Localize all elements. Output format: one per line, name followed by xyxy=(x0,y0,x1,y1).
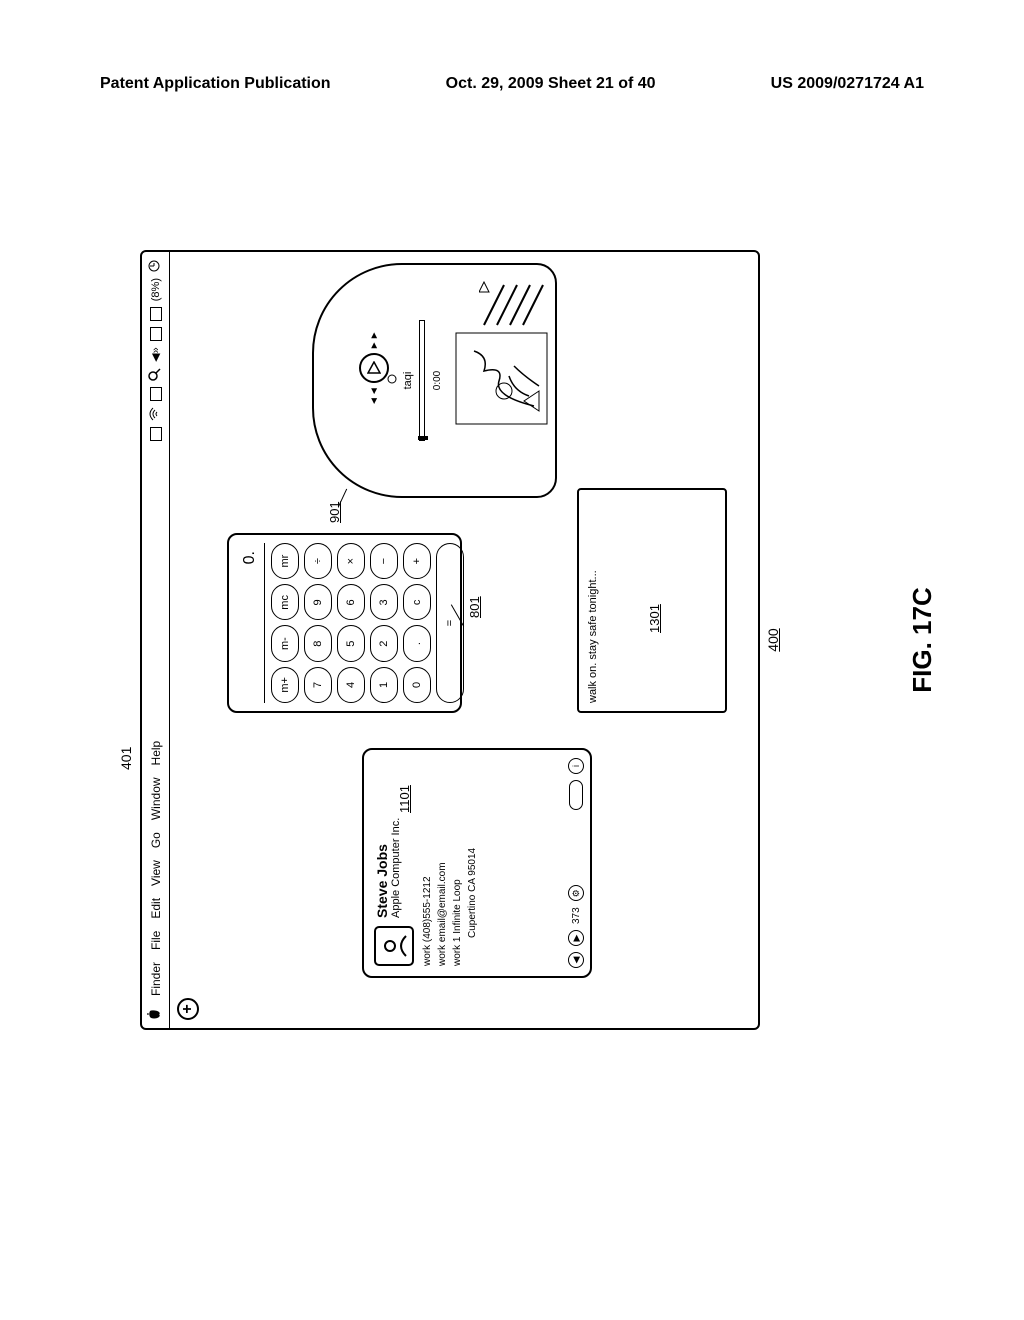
sticky-text: walk on. stay safe tonight... xyxy=(587,570,599,703)
track-name: taqi xyxy=(402,265,414,496)
calc-btn-4[interactable]: 4 xyxy=(337,667,365,703)
next-contact-button[interactable]: ▶ xyxy=(568,930,584,946)
ref-label-400: 400 xyxy=(765,250,781,1030)
calc-btn-dot[interactable]: . xyxy=(403,626,431,662)
calc-btn-7[interactable]: 7 xyxy=(304,667,332,703)
ref-label-1101: 1101 xyxy=(397,785,412,813)
menu-go[interactable]: Go xyxy=(149,832,163,848)
menubar-right: ◀» (8%) xyxy=(148,260,164,441)
avatar-icon xyxy=(374,926,414,966)
menu-extra-icon xyxy=(150,307,162,321)
search-icon[interactable] xyxy=(148,368,164,381)
progress-bar[interactable] xyxy=(419,320,425,441)
clock-icon xyxy=(148,260,163,272)
addr-label: work xyxy=(452,945,463,966)
header-right: US 2009/0271724 A1 xyxy=(771,75,924,93)
media-player-widget: ◄◄ ►► taqi 0:00 xyxy=(312,263,557,498)
calc-btn-0[interactable]: 0 xyxy=(403,667,431,703)
calc-btn-5[interactable]: 5 xyxy=(337,626,365,662)
email-label: work xyxy=(437,945,448,966)
menu-finder[interactable]: Finder xyxy=(149,962,163,996)
prev-contact-button[interactable]: ◀ xyxy=(568,952,584,968)
menu-help[interactable]: Help xyxy=(149,741,163,766)
contact-company: Apple Computer Inc. xyxy=(390,818,402,918)
contact-addr-row: work 1 Infinite Loop xyxy=(452,760,463,966)
phone-label: work xyxy=(422,945,433,966)
shuffle-icon xyxy=(387,374,397,384)
header-center: Oct. 29, 2009 Sheet 21 of 40 xyxy=(446,75,656,93)
contact-name: Steve Jobs xyxy=(374,818,390,918)
calc-btn-mr[interactable]: mr xyxy=(271,543,299,579)
calculator-widget: 0. m+ m- mc mr 7 8 9 ÷ 4 5 6 × xyxy=(227,533,462,713)
calc-btn-6[interactable]: 6 xyxy=(337,584,365,620)
next-track-button[interactable]: ►► xyxy=(369,330,380,350)
play-controls: ◄◄ ►► xyxy=(359,330,389,406)
speaker-grille xyxy=(479,280,544,330)
header-left: Patent Application Publication xyxy=(100,75,331,93)
calc-btn-c[interactable]: c xyxy=(403,584,431,620)
menubar: Finder File Edit View Go Window Help ◀» xyxy=(142,252,170,1028)
display-icon xyxy=(150,387,162,401)
rotated-content: 4 01 Finder File Edit View Go Window Help xyxy=(140,250,880,1030)
ref-label-1301: 1301 xyxy=(647,604,662,633)
contact-page: 373 xyxy=(571,907,582,924)
prev-track-button[interactable]: ◄◄ xyxy=(369,386,380,406)
ref-label-801: 801 xyxy=(467,596,482,618)
desktop-frame: Finder File Edit View Go Window Help ◀» xyxy=(140,250,760,1030)
volume-icon[interactable]: ◀» xyxy=(149,347,162,362)
grid-icon xyxy=(150,327,162,341)
calc-btn-mul[interactable]: × xyxy=(337,543,365,579)
menu-edit[interactable]: Edit xyxy=(149,898,163,919)
calc-display: 0. xyxy=(237,543,265,703)
calc-btn-add[interactable]: + xyxy=(403,543,431,579)
progress-handle[interactable] xyxy=(418,436,428,440)
contact-email-row: work email@email.com xyxy=(437,760,448,966)
calc-btn-9[interactable]: 9 xyxy=(304,584,332,620)
phone-value: (408)555-1212 xyxy=(422,876,433,942)
calc-btn-sub[interactable]: − xyxy=(370,543,398,579)
contact-info-button[interactable]: i xyxy=(568,758,584,774)
calc-btn-3[interactable]: 3 xyxy=(370,584,398,620)
calc-btn-2[interactable]: 2 xyxy=(370,626,398,662)
calc-btn-mminus[interactable]: m- xyxy=(271,626,299,662)
apple-icon[interactable] xyxy=(147,1008,164,1020)
contact-widget: Steve Jobs Apple Computer Inc. work (408… xyxy=(362,748,592,978)
ref-label-401: 401 xyxy=(118,747,134,770)
track-time: 0:00 xyxy=(432,265,443,496)
figure-container: 4 01 Finder File Edit View Go Window Help xyxy=(140,250,880,1030)
calc-btn-1[interactable]: 1 xyxy=(370,667,398,703)
page-header: Patent Application Publication Oct. 29, … xyxy=(100,75,924,93)
calc-btn-mplus[interactable]: m+ xyxy=(271,667,299,703)
figure-label: FIG. 17C xyxy=(907,250,938,1030)
menu-window[interactable]: Window xyxy=(149,777,163,820)
wifi-icon xyxy=(149,407,162,421)
album-art xyxy=(454,331,549,426)
ref-label-901: 901 xyxy=(327,501,342,523)
contact-phone-row: work (408)555-1212 xyxy=(422,760,433,966)
sticky-note-widget[interactable]: walk on. stay safe tonight... xyxy=(577,488,727,713)
calc-btn-8[interactable]: 8 xyxy=(304,626,332,662)
calc-btn-eq[interactable]: = xyxy=(436,543,464,703)
battery-icon xyxy=(150,427,162,441)
battery-pct: (8%) xyxy=(150,278,162,301)
email-value: email@email.com xyxy=(437,862,448,942)
addr-line1: 1 Infinite Loop xyxy=(452,879,463,942)
contact-search[interactable] xyxy=(569,780,583,810)
menu-view[interactable]: View xyxy=(149,860,163,886)
addr-line2: Cupertino CA 95014 xyxy=(467,760,478,966)
play-button[interactable] xyxy=(359,353,389,383)
dashboard-plus-button[interactable]: + xyxy=(177,998,199,1020)
calc-btn-div[interactable]: ÷ xyxy=(304,543,332,579)
contact-settings-button[interactable]: ⚙ xyxy=(568,885,584,901)
contact-footer: ◀ ▶ 373 ⚙ i xyxy=(568,758,584,968)
calc-btn-mc[interactable]: mc xyxy=(271,584,299,620)
menu-file[interactable]: File xyxy=(149,931,163,950)
